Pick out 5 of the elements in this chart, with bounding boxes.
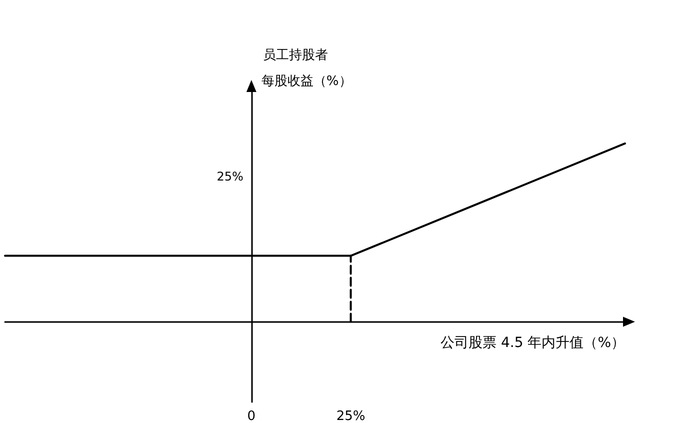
x-axis-title: 公司股票 4.5 年内升值（%） (440, 334, 625, 351)
annotation: 25% (216, 170, 244, 184)
y-axis-title: 每股收益（%） (261, 74, 352, 89)
chart-title: 员工持股者 (263, 48, 328, 63)
x-tick-label: 0 (247, 409, 256, 423)
